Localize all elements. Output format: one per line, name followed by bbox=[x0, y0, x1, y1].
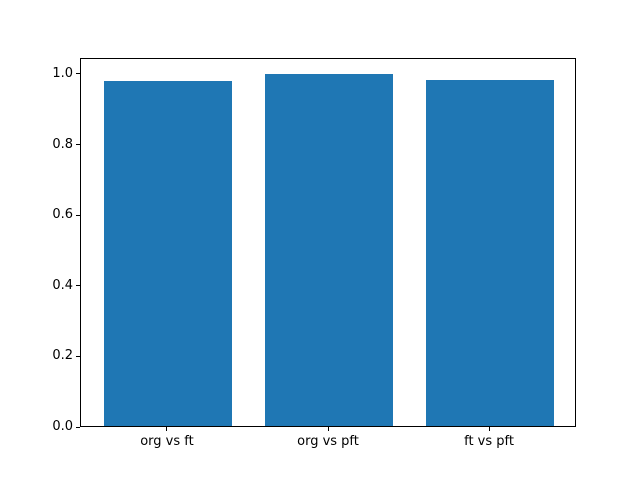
x-tick-mark bbox=[488, 427, 490, 431]
x-tick-mark bbox=[166, 427, 168, 431]
y-tick-mark bbox=[76, 144, 80, 145]
bar-ft-vs-pft bbox=[425, 80, 555, 426]
y-tick-mark bbox=[76, 73, 80, 75]
y-tick-label: 0.6 bbox=[52, 207, 73, 223]
x-tick-mark bbox=[327, 427, 329, 431]
plot-area bbox=[80, 58, 576, 427]
y-tick-mark bbox=[76, 214, 80, 216]
y-tick-label: 0.8 bbox=[52, 136, 73, 152]
y-tick-mark bbox=[76, 285, 80, 287]
y-tick-mark bbox=[76, 355, 80, 357]
x-tick-label: org vs pft bbox=[297, 434, 359, 449]
y-tick-label: 0.0 bbox=[52, 419, 73, 434]
bar-org-vs-ft bbox=[103, 81, 233, 426]
y-tick-label: 0.4 bbox=[52, 277, 73, 293]
y-tick-mark bbox=[76, 426, 80, 428]
y-tick-label: 1.0 bbox=[52, 65, 73, 81]
x-tick-label: ft vs pft bbox=[464, 434, 514, 449]
y-tick-label: 0.2 bbox=[52, 348, 73, 364]
x-tick-label: org vs ft bbox=[140, 434, 194, 449]
bar-org-vs-pft bbox=[264, 74, 394, 426]
